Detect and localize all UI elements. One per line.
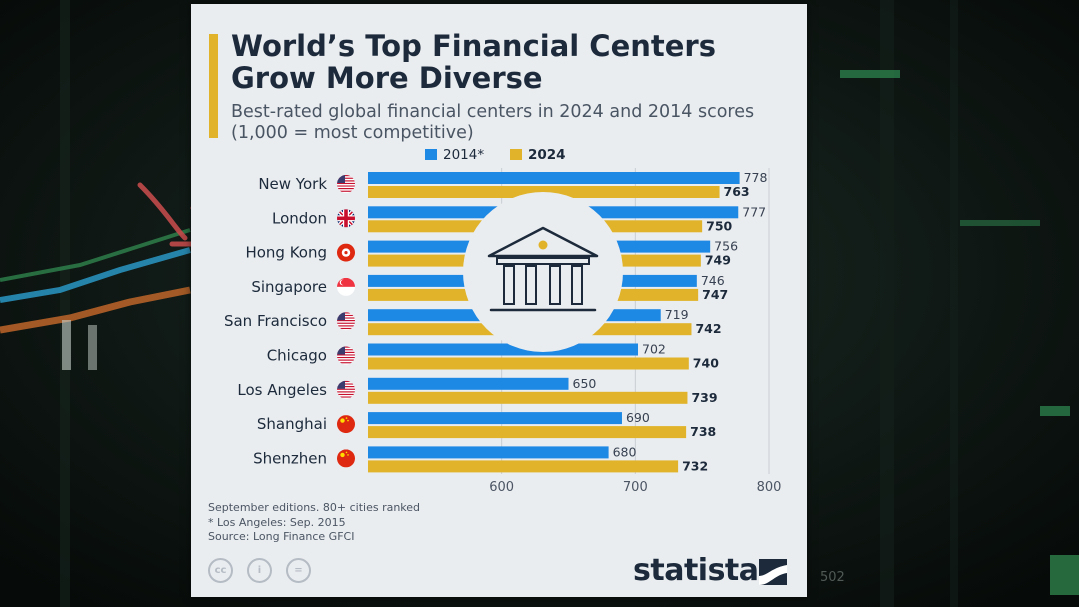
note-editions: September editions. 80+ cities ranked <box>208 501 421 514</box>
category-label-5: Chicago <box>267 347 327 365</box>
chart-title: World’s Top Financial Centers Grow More … <box>231 29 716 95</box>
value-label-2014-2: 756 <box>714 239 738 254</box>
category-label-6: Los Angeles <box>237 381 327 399</box>
bank-icon-column-0 <box>503 265 515 305</box>
value-label-2014-0: 778 <box>744 170 768 185</box>
us-flag-icon-5 <box>337 346 355 365</box>
value-label-2024-0: 763 <box>724 184 750 199</box>
value-label-2014-6: 650 <box>573 376 597 391</box>
us-flag-icon-6 <box>337 380 355 399</box>
us-flag-icon-0 <box>337 175 355 193</box>
cn-flag-icon-8 <box>337 449 355 468</box>
note-los-angeles: * Los Angeles: Sep. 2015 <box>208 515 346 529</box>
attribution-icon: i <box>247 558 272 583</box>
bank-icon-column-1 <box>525 265 537 305</box>
cn-flag-icon-7 <box>337 415 355 434</box>
legend-swatch-2014 <box>425 149 437 160</box>
value-label-2024-6: 739 <box>691 390 717 405</box>
chart-subtitle: Best-rated global financial centers in 2… <box>231 102 755 143</box>
category-label-4: San Francisco <box>224 312 327 330</box>
category-label-7: Shanghai <box>257 415 327 433</box>
legend-swatch-2024 <box>510 149 522 160</box>
uk-flag-icon-1 <box>337 209 355 228</box>
bank-icon-coin <box>538 240 548 250</box>
x-tick-label-600: 600 <box>489 480 514 495</box>
value-label-2024-8: 732 <box>682 458 708 473</box>
category-label-8: Shenzhen <box>253 449 327 467</box>
bank-icon-roof <box>487 226 599 258</box>
bar-2024-5 <box>368 357 689 370</box>
bank-icon-backdrop <box>463 192 623 352</box>
bar-2014-6 <box>368 377 569 390</box>
creative-commons-icon: cc <box>208 558 233 583</box>
svg-text:502: 502 <box>820 570 845 585</box>
bar-2024-8 <box>368 460 679 473</box>
bar-2014-7 <box>368 412 622 425</box>
value-label-2024-4: 742 <box>695 321 721 336</box>
value-label-2014-5: 702 <box>642 342 666 357</box>
statista-logo-icon <box>759 559 787 585</box>
infographic-card: World’s Top Financial Centers Grow More … <box>191 4 807 597</box>
legend-label-2014: 2014* <box>443 147 484 163</box>
value-label-2014-4: 719 <box>665 307 689 322</box>
no-derivatives-icon: = <box>286 558 311 583</box>
category-label-3: Singapore <box>251 278 327 296</box>
category-label-0: New York <box>258 175 327 193</box>
category-label-1: London <box>272 209 327 227</box>
value-label-2014-8: 680 <box>613 444 637 459</box>
bank-icon-column-3 <box>571 265 583 305</box>
bar-2014-8 <box>368 446 609 459</box>
value-label-2014-1: 777 <box>742 204 766 219</box>
value-label-2024-5: 740 <box>693 356 719 371</box>
x-tick-label-800: 800 <box>757 480 782 495</box>
sg-flag-icon-3 <box>337 277 355 296</box>
bar-2024-7 <box>368 426 687 439</box>
statista-logo: statista <box>633 553 759 588</box>
x-tick-label-700: 700 <box>623 480 648 495</box>
hk-flag-icon-2 <box>337 243 355 262</box>
bar-2014-5 <box>368 343 639 356</box>
value-label-2024-2: 749 <box>705 253 731 268</box>
value-label-2014-7: 690 <box>626 410 650 425</box>
chart-notes: September editions. 80+ cities ranked * … <box>208 501 508 545</box>
value-label-2024-1: 750 <box>706 218 732 233</box>
legend-label-2024: 2024 <box>528 147 566 163</box>
bank-icon-beam <box>496 257 590 265</box>
category-label-2: Hong Kong <box>245 244 327 262</box>
bar-2014-0 <box>368 172 740 184</box>
value-label-2024-7: 738 <box>690 424 716 439</box>
title-accent-bar <box>209 34 218 138</box>
value-label-2024-3: 747 <box>702 287 728 302</box>
value-label-2014-3: 746 <box>701 273 725 288</box>
bank-icon-column-2 <box>549 265 561 305</box>
note-source: Source: Long Finance GFCI <box>208 530 355 543</box>
bar-2024-6 <box>368 391 688 404</box>
bar-2024-0 <box>368 186 720 198</box>
us-flag-icon-4 <box>337 312 355 331</box>
